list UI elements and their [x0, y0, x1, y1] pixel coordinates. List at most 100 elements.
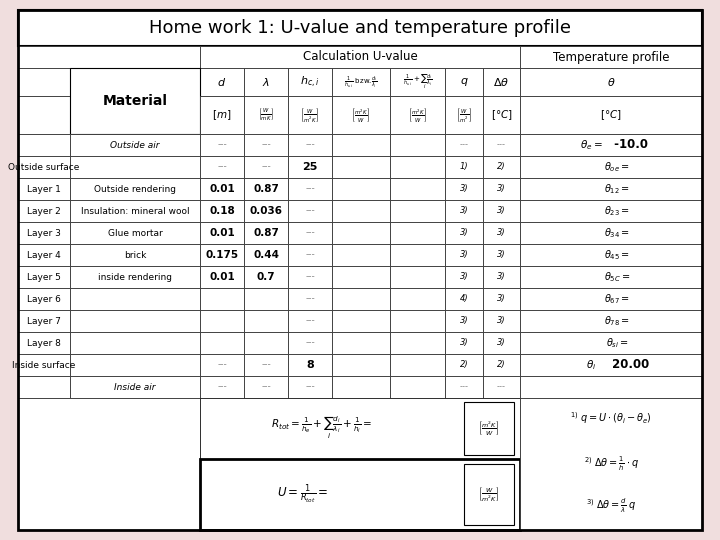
Text: 3): 3): [459, 339, 468, 348]
Bar: [18, 266, 70, 288]
Text: 0.44: 0.44: [253, 250, 279, 260]
Bar: [445, 200, 483, 222]
Text: ---: ---: [459, 382, 469, 392]
Bar: [18, 310, 70, 332]
Bar: [483, 96, 520, 134]
Text: 1): 1): [459, 163, 468, 172]
Text: $\frac{1}{h_{c,i}}+\sum_i\frac{d_i}{\lambda_i}$: $\frac{1}{h_{c,i}}+\sum_i\frac{d_i}{\lam…: [402, 72, 433, 91]
Text: Layer 4: Layer 4: [27, 251, 61, 260]
Text: 0.18: 0.18: [209, 206, 235, 216]
Text: Inside air: Inside air: [114, 382, 156, 392]
Bar: [70, 310, 200, 332]
Text: Layer 2: Layer 2: [27, 206, 61, 215]
Bar: [332, 354, 390, 376]
Bar: [200, 46, 520, 68]
Bar: [70, 244, 200, 266]
Bar: [332, 134, 390, 156]
Text: 3): 3): [459, 273, 468, 281]
Bar: [288, 156, 332, 178]
Bar: [244, 310, 288, 332]
Bar: [70, 222, 200, 244]
Bar: [70, 68, 200, 134]
Text: ---: ---: [217, 361, 227, 369]
Bar: [520, 134, 702, 156]
Text: $^{1)}\;q = U\cdot(\theta_i - \theta_e)$: $^{1)}\;q = U\cdot(\theta_i - \theta_e)$: [570, 410, 652, 426]
Text: 25: 25: [302, 162, 318, 172]
Bar: [445, 266, 483, 288]
Bar: [288, 244, 332, 266]
Bar: [70, 354, 200, 376]
Text: $\theta_{78}=$: $\theta_{78}=$: [604, 314, 630, 328]
Bar: [18, 10, 702, 46]
Bar: [483, 332, 520, 354]
Bar: [332, 288, 390, 310]
Text: $\theta$: $\theta$: [607, 76, 616, 88]
Text: brick: brick: [124, 251, 146, 260]
Text: 2): 2): [498, 361, 506, 369]
Text: 3): 3): [459, 251, 468, 260]
Text: $[m]$: $[m]$: [212, 108, 232, 122]
Text: $\theta_{12}=$: $\theta_{12}=$: [604, 182, 630, 196]
Bar: [200, 178, 244, 200]
Bar: [244, 68, 288, 96]
Bar: [483, 200, 520, 222]
Bar: [332, 244, 390, 266]
Text: $\theta_{oe}=$: $\theta_{oe}=$: [604, 160, 630, 174]
Text: 3): 3): [498, 251, 506, 260]
Bar: [483, 222, 520, 244]
Bar: [332, 266, 390, 288]
Bar: [244, 156, 288, 178]
Bar: [288, 266, 332, 288]
Text: 0.175: 0.175: [205, 250, 238, 260]
Text: Material: Material: [102, 94, 168, 108]
Text: $\theta_e = $: $\theta_e = $: [580, 138, 603, 152]
Text: $d$: $d$: [217, 76, 227, 88]
Text: 2): 2): [459, 361, 468, 369]
Text: ---: ---: [497, 382, 506, 392]
Text: 3): 3): [498, 228, 506, 238]
Bar: [288, 200, 332, 222]
Text: inside rendering: inside rendering: [98, 273, 172, 281]
Text: Home work 1: U-value and temperature profile: Home work 1: U-value and temperature pro…: [149, 19, 571, 37]
Text: 0.036: 0.036: [250, 206, 282, 216]
Bar: [332, 96, 390, 134]
Bar: [244, 354, 288, 376]
Bar: [520, 156, 702, 178]
Bar: [483, 310, 520, 332]
Text: $[°C]$: $[°C]$: [600, 108, 622, 122]
Text: Glue mortar: Glue mortar: [107, 228, 163, 238]
Bar: [288, 134, 332, 156]
Text: 8: 8: [306, 360, 314, 370]
Text: $\left[\frac{W}{m^2}\right]$: $\left[\frac{W}{m^2}\right]$: [456, 106, 472, 124]
Bar: [244, 200, 288, 222]
Text: 3): 3): [498, 273, 506, 281]
Text: Outside surface: Outside surface: [9, 163, 80, 172]
Text: 3): 3): [459, 206, 468, 215]
Text: 3): 3): [498, 316, 506, 326]
Bar: [200, 156, 244, 178]
Bar: [244, 332, 288, 354]
Bar: [332, 310, 390, 332]
Bar: [445, 376, 483, 398]
Bar: [200, 96, 244, 134]
Text: 20.00: 20.00: [608, 359, 649, 372]
Text: $\left[\frac{m^2K}{W}\right]$: $\left[\frac{m^2K}{W}\right]$: [478, 420, 500, 437]
Bar: [200, 134, 244, 156]
Text: $[°C]$: $[°C]$: [490, 108, 513, 122]
Text: ---: ---: [261, 140, 271, 150]
Bar: [18, 178, 70, 200]
Bar: [18, 156, 70, 178]
Bar: [390, 266, 445, 288]
Bar: [390, 68, 445, 96]
Bar: [445, 96, 483, 134]
Bar: [200, 222, 244, 244]
Bar: [288, 222, 332, 244]
Text: ---: ---: [217, 382, 227, 392]
Text: ---: ---: [305, 140, 315, 150]
Bar: [520, 68, 702, 96]
Text: 0.87: 0.87: [253, 228, 279, 238]
Bar: [18, 288, 70, 310]
Bar: [288, 310, 332, 332]
Text: Layer 8: Layer 8: [27, 339, 61, 348]
Text: Temperature profile: Temperature profile: [553, 51, 670, 64]
